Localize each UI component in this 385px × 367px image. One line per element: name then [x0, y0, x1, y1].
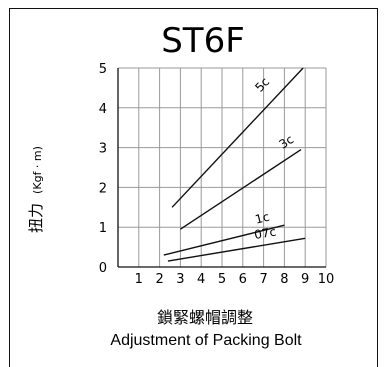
- x-tick-label: 1: [135, 272, 143, 287]
- x-tick-label: 5: [218, 272, 226, 287]
- series-label-1c: 1c: [254, 210, 271, 227]
- x-tick-label: 6: [239, 272, 247, 287]
- y-tick-label: 5: [99, 62, 107, 77]
- x-axis-label: 鎖緊螺帽調整: [157, 308, 253, 327]
- x-tick-label: 2: [155, 272, 163, 287]
- series-label-07c: 07c: [253, 225, 277, 242]
- series-line-1c: [163, 224, 285, 256]
- y-tick-label: 4: [99, 102, 107, 117]
- series-line-07c: [167, 237, 306, 262]
- series-lines: [163, 67, 306, 262]
- axes: [117, 68, 326, 268]
- y-axis-unit-label: (Kgf · m): [31, 146, 44, 194]
- y-tick-label: 0: [99, 261, 107, 276]
- y-tick-label: 1: [99, 221, 107, 236]
- y-axis-label: 扭力: [27, 203, 45, 233]
- y-axis-label-group: 扭力 (Kgf · m): [27, 146, 45, 233]
- x-tick-label: 9: [301, 272, 309, 287]
- x-tick-label: 4: [197, 272, 205, 287]
- series-line-3c: [180, 149, 302, 230]
- x-tick-label: 3: [176, 272, 184, 287]
- x-axis-label-en: Adjustment of Packing Bolt: [110, 332, 302, 349]
- series-line-5c: [171, 67, 304, 208]
- series-label-5c: 5c: [252, 75, 272, 95]
- chart-title: ST6F: [161, 21, 245, 61]
- grid-lines: [118, 67, 327, 267]
- x-tick-label: 8: [280, 272, 288, 287]
- x-tick-label: 7: [259, 272, 267, 287]
- y-tick-label: 2: [99, 181, 107, 196]
- y-tick-label: 3: [99, 142, 107, 157]
- series-label-3c: 3c: [277, 132, 297, 152]
- x-tick-label: 10: [318, 272, 335, 287]
